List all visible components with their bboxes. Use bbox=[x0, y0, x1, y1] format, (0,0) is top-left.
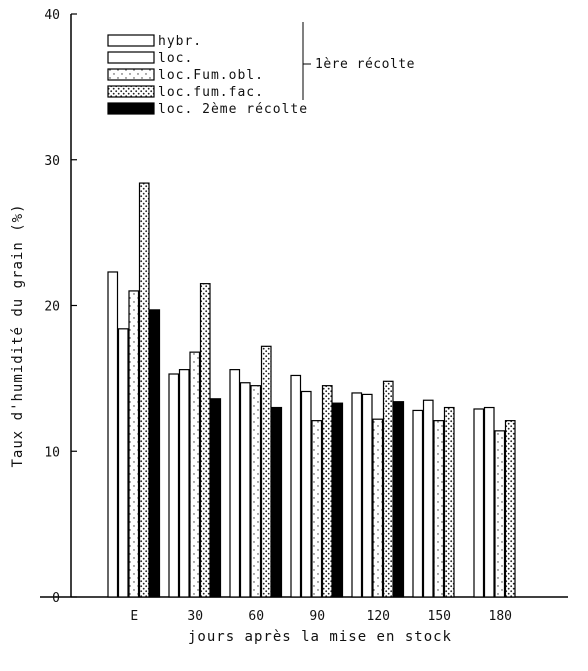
bar bbox=[483, 406, 495, 598]
bar bbox=[250, 385, 262, 598]
x-tick-label: 60 bbox=[248, 609, 264, 624]
bar bbox=[393, 401, 405, 598]
bar bbox=[199, 283, 211, 598]
x-tick-label: 180 bbox=[489, 609, 512, 624]
x-tick-label: E bbox=[130, 609, 138, 624]
bar bbox=[422, 399, 434, 598]
bar bbox=[229, 369, 241, 598]
legend-label: loc.Fum.obl. bbox=[158, 68, 264, 83]
axes: 0 10 20 30 40 Taux d'humidité du grain (%) E 30… bbox=[10, 8, 568, 645]
x-tick-label: 120 bbox=[367, 609, 390, 624]
bar bbox=[290, 374, 302, 598]
bar bbox=[361, 393, 373, 598]
y-tick-label: 20 bbox=[44, 300, 60, 315]
legend-swatch bbox=[107, 34, 155, 47]
bar bbox=[189, 351, 201, 598]
legend-swatch bbox=[107, 102, 155, 115]
legend: hybr. loc. loc.Fum.obl. loc.fum.fac. loc. 2è… bbox=[107, 22, 415, 117]
bar bbox=[138, 182, 150, 598]
bar bbox=[504, 420, 516, 598]
bars bbox=[107, 182, 516, 598]
bar bbox=[332, 402, 344, 598]
bar bbox=[443, 406, 455, 598]
bar bbox=[260, 345, 272, 598]
y-tick-label: 10 bbox=[44, 445, 60, 460]
bar bbox=[271, 406, 283, 598]
bar bbox=[117, 328, 129, 598]
y-tick-label: 30 bbox=[44, 154, 60, 169]
y-axis-title: Taux d'humidité du grain (%) bbox=[10, 203, 26, 467]
legend-label: hybr. bbox=[158, 34, 202, 49]
bar bbox=[412, 409, 424, 598]
legend-label: loc. 2ème récolte bbox=[158, 102, 308, 117]
y-tick-label: 0 bbox=[52, 591, 60, 606]
x-axis-title: jours après la mise en stock bbox=[188, 629, 452, 645]
legend-label: loc.fum.fac. bbox=[158, 85, 264, 100]
legend-label: loc. bbox=[158, 51, 193, 66]
bar bbox=[382, 380, 394, 598]
bar bbox=[128, 290, 140, 598]
bar bbox=[300, 390, 312, 598]
bar bbox=[311, 420, 323, 598]
y-tick-label: 40 bbox=[44, 8, 60, 23]
bar bbox=[372, 418, 384, 598]
bar bbox=[494, 430, 506, 598]
bar bbox=[178, 369, 190, 598]
bar bbox=[473, 408, 485, 598]
bar bbox=[149, 309, 161, 598]
bar bbox=[351, 392, 363, 598]
legend-group-label: 1ère récolte bbox=[315, 57, 415, 72]
bar bbox=[210, 398, 222, 598]
x-tick-label: 90 bbox=[309, 609, 325, 624]
x-tick-label: 30 bbox=[187, 609, 203, 624]
legend-swatch bbox=[107, 68, 155, 81]
x-tick-label: 150 bbox=[428, 609, 451, 624]
bar bbox=[321, 385, 333, 598]
bar bbox=[107, 271, 119, 598]
bar bbox=[168, 373, 180, 598]
bar bbox=[433, 420, 445, 598]
legend-swatch bbox=[107, 51, 155, 64]
bar bbox=[239, 382, 251, 598]
legend-swatch bbox=[107, 85, 155, 98]
